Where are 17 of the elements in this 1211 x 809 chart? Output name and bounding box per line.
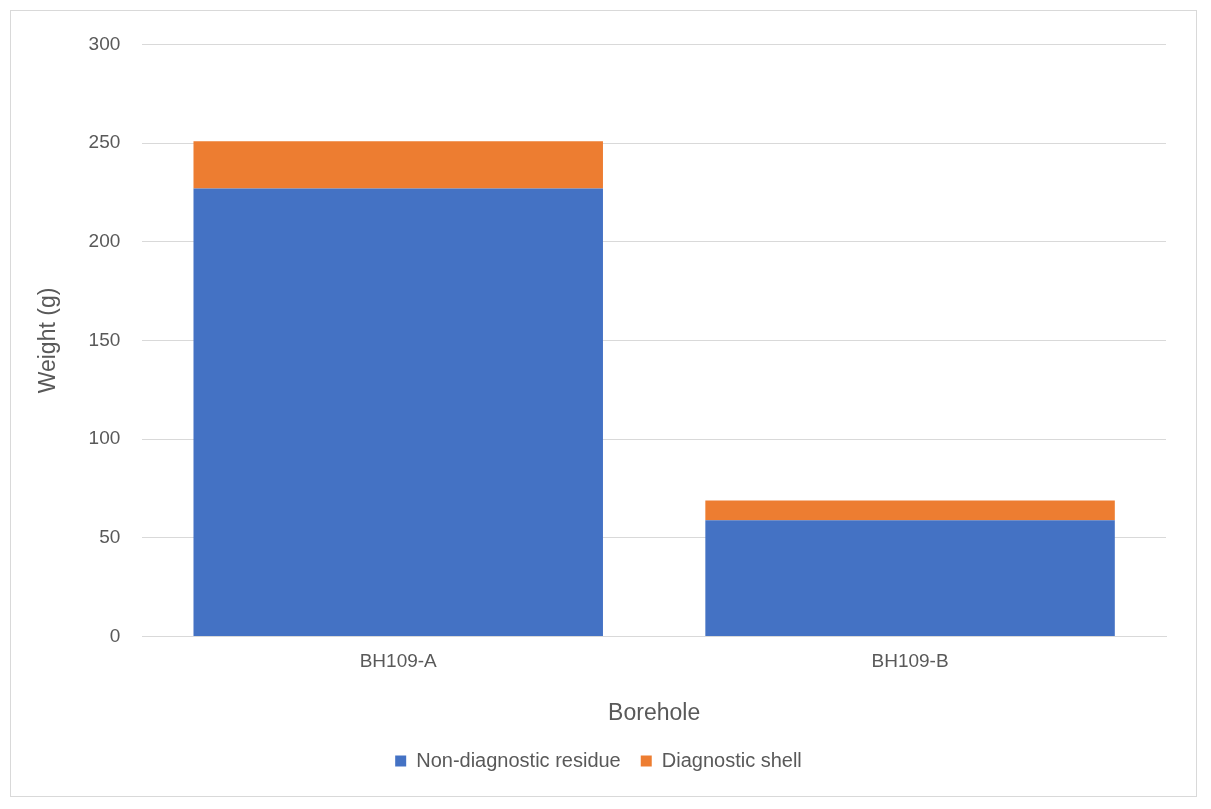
- y-tick-label: 250: [88, 131, 121, 153]
- y-tick-label: 50: [99, 526, 121, 548]
- y-tick-label: 100: [88, 427, 121, 449]
- y-axis-title: Weight (g): [34, 287, 61, 394]
- x-axis-title: Borehole: [608, 698, 701, 725]
- bar: [193, 188, 603, 637]
- bar: [705, 500, 1115, 521]
- y-tick-label: 150: [88, 328, 121, 350]
- legend-label: Diagnostic shell: [661, 748, 802, 771]
- y-tick-label: 300: [88, 32, 121, 54]
- bar: [193, 141, 603, 189]
- x-tick-label: BH109-A: [359, 650, 438, 672]
- y-tick-label: 200: [88, 230, 121, 252]
- y-tick-label: 0: [109, 624, 121, 646]
- x-tick-label: BH109-B: [871, 650, 949, 672]
- bar: [705, 520, 1115, 637]
- legend-label: Non-diagnostic residue: [416, 748, 621, 771]
